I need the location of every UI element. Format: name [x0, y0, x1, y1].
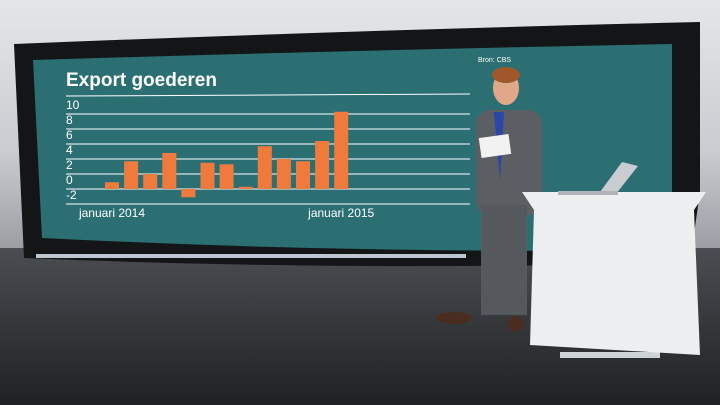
bar: [238, 186, 253, 189]
bar: [257, 146, 272, 189]
source-note: Bron: CBS: [478, 57, 511, 64]
bar: [219, 164, 234, 189]
bar: [200, 162, 215, 189]
shoe: [508, 316, 524, 332]
y-tick-label: 4: [66, 143, 73, 157]
y-tick-label: 10: [66, 98, 80, 112]
papers: [478, 134, 512, 158]
y-tick-label: -2: [66, 188, 77, 202]
y-tick-label: 8: [66, 113, 73, 127]
y-tick-label: 0: [66, 173, 73, 187]
laptop-base: [558, 191, 618, 195]
jacket: [476, 110, 542, 215]
bar: [162, 153, 177, 189]
desk: [522, 192, 706, 355]
hair: [492, 67, 520, 83]
y-tick-label: 2: [66, 158, 73, 172]
y-tick-label: 6: [66, 128, 73, 142]
chart-title: Export goederen: [66, 70, 217, 91]
x-tick-label: januari 2014: [78, 206, 145, 220]
x-tick-label: januari 2015: [307, 206, 374, 220]
presenter: [436, 67, 542, 332]
bar: [105, 182, 119, 189]
trousers: [481, 205, 527, 315]
grid-line: [65, 93, 471, 97]
shoe: [436, 312, 472, 324]
bar: [334, 111, 349, 189]
screen-light: [36, 254, 466, 258]
bar: [276, 159, 291, 189]
bar: [124, 161, 139, 189]
bar: [181, 189, 196, 198]
bar: [296, 161, 310, 189]
desk-light: [560, 352, 660, 358]
bar: [143, 174, 158, 189]
laptop: [600, 162, 638, 194]
bar: [315, 141, 330, 189]
